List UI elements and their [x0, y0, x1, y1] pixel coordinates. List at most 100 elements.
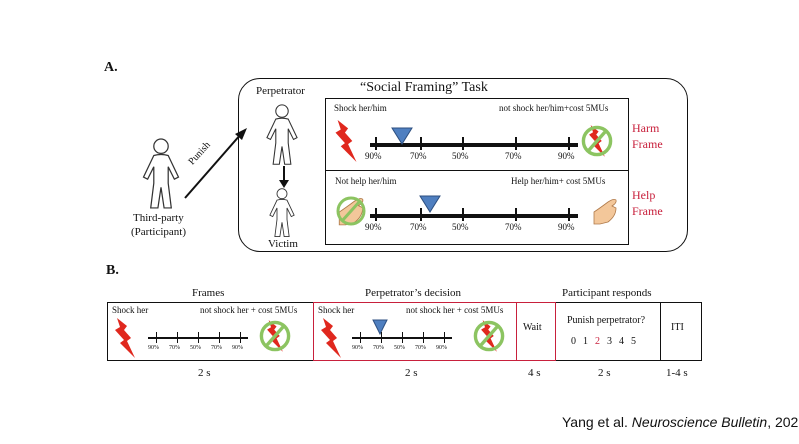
help-frame-label-2: Frame [632, 204, 663, 218]
harm-frame-label-1: Harm [632, 121, 660, 135]
scale-tick [402, 332, 403, 343]
scale-tick [177, 332, 178, 343]
scale-tick [420, 208, 422, 221]
tick-label: 50% [452, 222, 469, 232]
tick-label: 70% [415, 345, 426, 351]
lightning-bolt-icon [115, 318, 135, 358]
task-title: “Social Framing” Task [360, 80, 488, 95]
perpetrator-label: Perpetrator [256, 85, 305, 97]
scale-tick [219, 332, 220, 343]
punish-arrow-icon [184, 128, 247, 199]
scale-tick [381, 332, 382, 343]
heading-frames: Frames [192, 287, 225, 299]
scale-tick [375, 208, 377, 221]
scale-option: 0 [571, 336, 576, 347]
scale-option: 4 [619, 336, 624, 347]
iti-divider [660, 302, 661, 361]
scale-tick [360, 332, 361, 343]
tick-label: 50% [394, 345, 405, 351]
panel-a-label: A. [104, 60, 118, 75]
help-right-label: Help her/him+ cost 5MUs [511, 176, 606, 186]
help-left-label: Not help her/him [335, 176, 397, 186]
decision-right-label: not shock her + cost 5MUs [406, 305, 504, 315]
tick-label: 70% [373, 345, 384, 351]
punish-question: Punish perpetrator? [567, 315, 646, 326]
harm-left-label: Shock her/him [334, 103, 387, 113]
frames-right-label: not shock her + cost 5MUs [200, 305, 298, 315]
iti-label: ITI [671, 322, 684, 333]
scale-tick [156, 332, 157, 343]
tick-label: 90% [352, 345, 363, 351]
participant-label: (Participant) [131, 226, 186, 238]
no-shock-icon [472, 315, 506, 357]
participant-figure [142, 138, 180, 209]
tick-label: 70% [410, 151, 427, 161]
scale-tick [240, 332, 241, 343]
help-scale-bar [370, 214, 578, 218]
scale-tick [568, 137, 570, 150]
frames-box [325, 98, 629, 245]
scale-tick [444, 332, 445, 343]
tick-label: 50% [190, 345, 201, 351]
scale-tick [568, 208, 570, 221]
tick-label: 90% [436, 345, 447, 351]
harm-frame-label-2: Frame [632, 137, 663, 151]
duration-iti: 1-4 s [666, 367, 688, 379]
citation-year: , 2022 [767, 414, 799, 430]
duration-responds: 2 s [598, 367, 611, 379]
tick-label: 70% [410, 222, 427, 232]
tick-label: 70% [211, 345, 222, 351]
panel-b-label: B. [106, 263, 119, 278]
scale-tick [462, 208, 464, 221]
no-help-icon [336, 196, 366, 226]
scale-tick [420, 137, 422, 150]
scale-tick [375, 137, 377, 150]
tick-label: 70% [505, 151, 522, 161]
perpetrator-figure [266, 104, 298, 165]
scale-tick [462, 137, 464, 150]
scale-tick [423, 332, 424, 343]
tick-label: 90% [365, 151, 382, 161]
frames-divider [325, 170, 629, 171]
wait-segment [515, 302, 556, 361]
citation-journal: Neuroscience Bulletin [631, 414, 768, 430]
task-box [238, 78, 688, 252]
duration-wait: 4 s [528, 367, 541, 379]
tick-label: 90% [558, 151, 575, 161]
scale-tick [515, 137, 517, 150]
third-party-label: Third-party [133, 212, 184, 224]
citation-author: Yang et al. [562, 414, 632, 430]
tick-label: 70% [169, 345, 180, 351]
tick-label: 70% [505, 222, 522, 232]
duration-decision: 2 s [405, 367, 418, 379]
harm-scale-bar [370, 143, 578, 147]
no-shock-icon [580, 120, 614, 162]
no-shock-icon [258, 315, 292, 357]
duration-frames: 2 s [198, 367, 211, 379]
victim-figure [269, 188, 295, 238]
decision-segment [313, 302, 517, 361]
lightning-bolt-icon [335, 120, 357, 162]
victim-label: Victim [268, 238, 298, 250]
heading-decision: Perpetrator’s decision [365, 287, 462, 299]
tick-label: 90% [232, 345, 243, 351]
harm-right-label: not shock her/him+cost 5MUs [499, 103, 609, 113]
lightning-bolt-icon [321, 318, 341, 358]
decision-marker-icon [419, 195, 441, 213]
frames-left-label: Shock her [112, 305, 149, 315]
heading-responds: Participant responds [562, 287, 652, 299]
help-frame-label-1: Help [632, 188, 656, 202]
scale-option: 2 [595, 336, 600, 347]
decision-marker-icon [391, 127, 413, 145]
decision-marker-icon [372, 319, 388, 336]
scale-tick [198, 332, 199, 343]
citation: Yang et al. Neuroscience Bulletin, 2022 [562, 414, 799, 430]
help-hand-icon [593, 198, 617, 225]
tick-label: 50% [452, 151, 469, 161]
tick-label: 90% [148, 345, 159, 351]
scale-tick [515, 208, 517, 221]
tick-label: 90% [558, 222, 575, 232]
scale-option: 3 [607, 336, 612, 347]
arrow-down-icon [279, 166, 289, 188]
